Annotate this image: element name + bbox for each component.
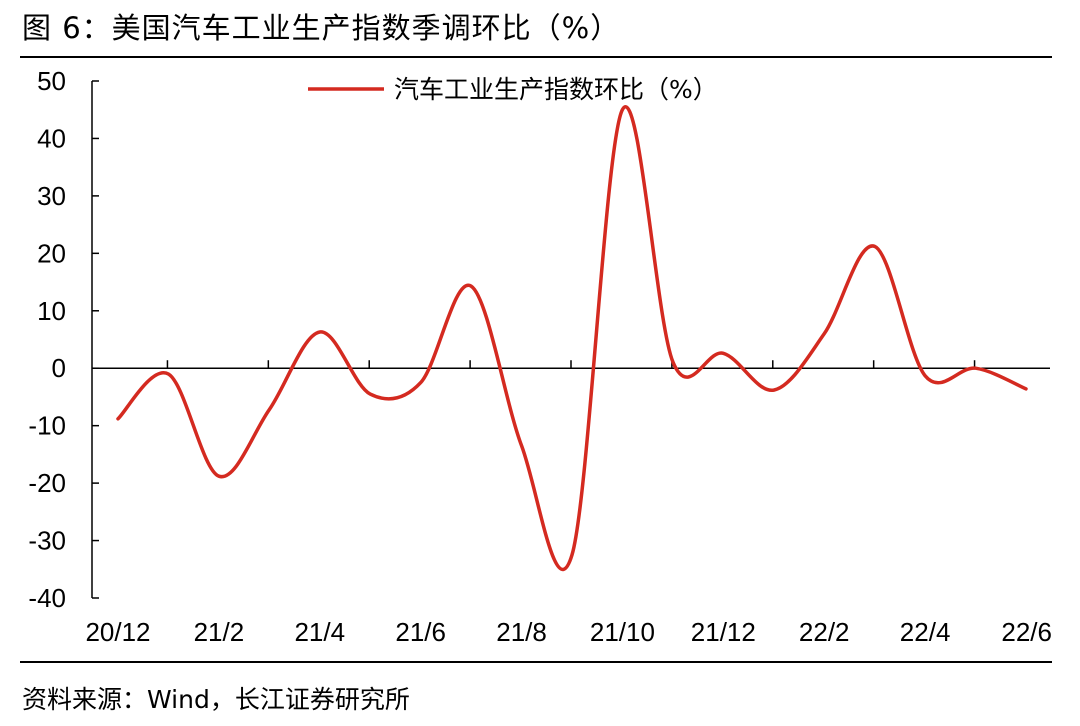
x-tick-label: 21/6: [395, 617, 446, 647]
x-tick-label: 21/12: [691, 617, 756, 647]
y-tick-label: 50: [37, 66, 66, 96]
y-tick-label: 20: [37, 238, 66, 268]
figure-source: 资料来源：Wind，长江证券研究所: [22, 685, 410, 714]
series-line: [116, 105, 1028, 572]
bottom-rule: [20, 661, 1052, 663]
x-tick-labels: 20/12 21/2 21/4 21/6 21/8 21/10 21/12 22/2 22/4 2…: [85, 617, 1052, 647]
y-tick-label: -40: [28, 583, 66, 613]
legend-label: 汽车工业生产指数环比（%）: [394, 75, 718, 104]
x-tick-label: 21/10: [590, 617, 655, 647]
chart-legend: 汽车工业生产指数环比（%）: [308, 75, 718, 104]
y-tick-label: 0: [52, 353, 66, 383]
x-tick-label: 22/4: [900, 617, 951, 647]
x-tick-label: 21/2: [194, 617, 245, 647]
x-tick-label: 22/2: [799, 617, 850, 647]
x-tick-label: 20/12: [85, 617, 150, 647]
chart-axes: [91, 80, 1050, 599]
x-tick-label: 21/8: [496, 617, 547, 647]
y-tick-label: -30: [28, 526, 66, 556]
figure-title: 图 6：美国汽车工业生产指数季调环比（%）: [22, 11, 621, 45]
y-tick-label: -20: [28, 468, 66, 498]
y-tick-label: 30: [37, 181, 66, 211]
y-tick-label: 40: [37, 123, 66, 153]
y-tick-label: 10: [37, 296, 66, 326]
x-tick-label: 21/4: [294, 617, 345, 647]
y-tick-label: -10: [28, 411, 66, 441]
y-tick-labels: 50 40 30 20 10 0 -10 -20 -30 -40: [28, 66, 66, 613]
top-rule: [20, 56, 1052, 58]
series-group: [116, 105, 1028, 572]
x-tick-label: 22/6: [1001, 617, 1052, 647]
